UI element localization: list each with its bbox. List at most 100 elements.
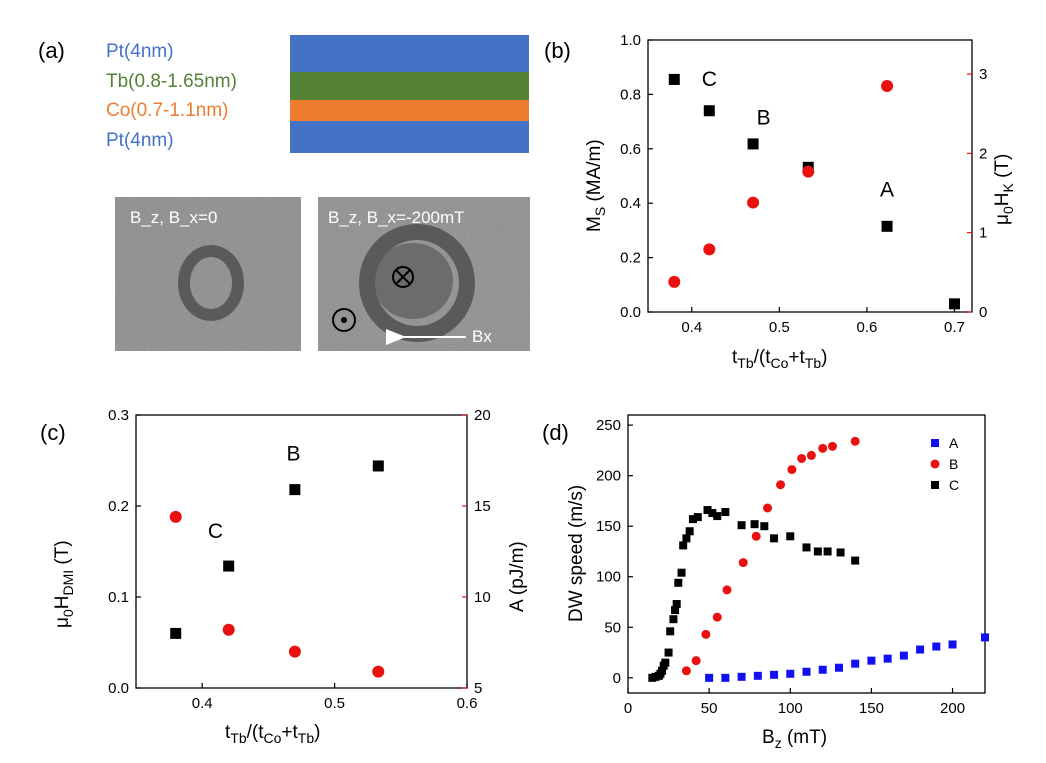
data-point-c	[677, 568, 686, 577]
out-of-page-icon	[332, 308, 356, 332]
data-point-c	[693, 513, 702, 522]
y-tick-label: 0.0	[620, 304, 641, 321]
data-point-c	[688, 515, 697, 524]
data-point-b	[681, 666, 691, 676]
data-point-ms	[948, 298, 960, 310]
data-point-c	[666, 627, 675, 636]
data-point-c	[737, 521, 746, 530]
panel-b-ticks: 0.4 0.5 0.6 0.7 0.0 0.2 0.4 0.6 0.8 1.0 0 1 2 3	[620, 32, 987, 336]
data-point-b	[701, 629, 711, 639]
point-annotation: C	[208, 520, 223, 543]
layer-bar-tb	[290, 72, 529, 100]
data-point-ms	[747, 138, 759, 150]
data-point-b	[751, 531, 761, 541]
data-point-a	[705, 673, 714, 682]
data-point-c	[658, 666, 667, 675]
point-annotation: B	[287, 443, 301, 466]
data-point-a	[883, 654, 892, 663]
y-tick-label: 0.2	[108, 498, 129, 515]
data-point-c	[671, 606, 680, 615]
x-tick-label: 0.7	[944, 319, 965, 336]
y-tick-label: 0	[613, 670, 621, 687]
y-tick-label: 200	[596, 468, 621, 485]
data-point-a	[753, 671, 762, 680]
panel-c-frame	[135, 414, 468, 689]
y-tick-label: 250	[596, 417, 621, 434]
data-point-c	[713, 512, 722, 521]
x-tick-label: 100	[778, 700, 803, 717]
data-point-c	[669, 615, 678, 624]
y-right-tick-label: 1	[979, 225, 987, 242]
y-tick-label: 0.1	[108, 589, 129, 606]
panel-d-ticks: 0 50 100 150 200 0 50 100 150 200 250	[596, 417, 965, 717]
data-point-b	[787, 465, 797, 475]
data-point-a	[916, 645, 925, 654]
data-point-b	[818, 443, 828, 453]
data-point-b	[691, 656, 701, 666]
legend-label: A	[949, 435, 959, 451]
legend-marker	[931, 481, 939, 489]
y-tick-label: 100	[596, 569, 621, 586]
data-point-0hk	[703, 243, 716, 256]
data-point-0hdmi	[170, 627, 182, 639]
data-point-0hk	[881, 79, 894, 92]
into-page-icon	[392, 266, 414, 288]
image-left-label: B_z, B_x=0	[130, 208, 217, 227]
data-point-a	[372, 665, 385, 678]
y-right-tick-label: 15	[474, 498, 491, 515]
data-point-ms	[668, 73, 680, 85]
data-point-0hk	[747, 196, 760, 209]
layer-bar-pt-bottom	[290, 121, 529, 153]
y-tick-label: 50	[604, 619, 621, 636]
data-point-c	[682, 534, 691, 543]
data-point-c	[750, 520, 759, 529]
x-tick-label: 0.5	[324, 695, 345, 712]
data-point-a	[802, 667, 811, 676]
data-point-a	[288, 645, 301, 658]
data-point-c	[672, 600, 681, 609]
data-point-a	[818, 665, 827, 674]
data-point-c	[661, 658, 670, 667]
data-point-b	[776, 480, 786, 490]
data-point-a	[169, 510, 182, 523]
data-point-a	[834, 663, 843, 672]
layer-label-pt-top: Pt(4nm)	[106, 41, 174, 62]
layer-bar-co	[290, 100, 529, 121]
legend-marker	[930, 459, 940, 469]
x-tick-label: 0.6	[457, 695, 478, 712]
data-point-0hk	[802, 165, 815, 178]
panel-c-xlabel: tTb/(tCo+tTb)	[225, 722, 320, 746]
x-tick-label: 50	[701, 700, 718, 717]
data-point-b	[763, 503, 773, 513]
data-point-c	[851, 556, 860, 565]
point-annotation: B	[757, 106, 771, 129]
data-point-a	[948, 640, 957, 649]
data-point-c	[703, 506, 712, 515]
y-tick-label: 0.6	[620, 141, 641, 158]
x-tick-label: 0	[624, 700, 632, 717]
data-point-a	[721, 673, 730, 682]
data-point-c	[802, 543, 811, 552]
y-tick-label: 0.3	[108, 407, 129, 424]
layer-label-tb: Tb(0.8-1.65nm)	[106, 71, 237, 92]
data-point-0hdmi	[223, 560, 235, 572]
panel-b-marks: C B A	[668, 68, 960, 310]
y-right-tick-label: 2	[979, 145, 987, 162]
panel-a: (a) Pt(4nm) Tb(0.8-1.65nm) Co(0.7-1.1nm)…	[38, 35, 530, 351]
y-tick-label: 0.2	[620, 250, 641, 267]
panel-b-frame	[647, 39, 973, 313]
panel-c-ylabel-left: μ0HDMI (T)	[52, 540, 76, 628]
data-point-b	[806, 450, 816, 460]
data-point-b	[712, 612, 722, 622]
data-point-c	[813, 547, 822, 556]
x-tick-label: 0.4	[192, 695, 213, 712]
data-point-b	[850, 436, 860, 446]
data-point-b	[797, 453, 807, 463]
legend-label: B	[949, 456, 958, 472]
data-point-c	[674, 578, 683, 587]
panel-c-ticks: 0.4 0.5 0.6 0.0 0.1 0.2 0.3 5 10 15 20	[108, 407, 491, 712]
y-tick-label: 0.0	[108, 680, 129, 697]
panel-b-ylabel-left: MS (MA/m)	[584, 139, 608, 232]
